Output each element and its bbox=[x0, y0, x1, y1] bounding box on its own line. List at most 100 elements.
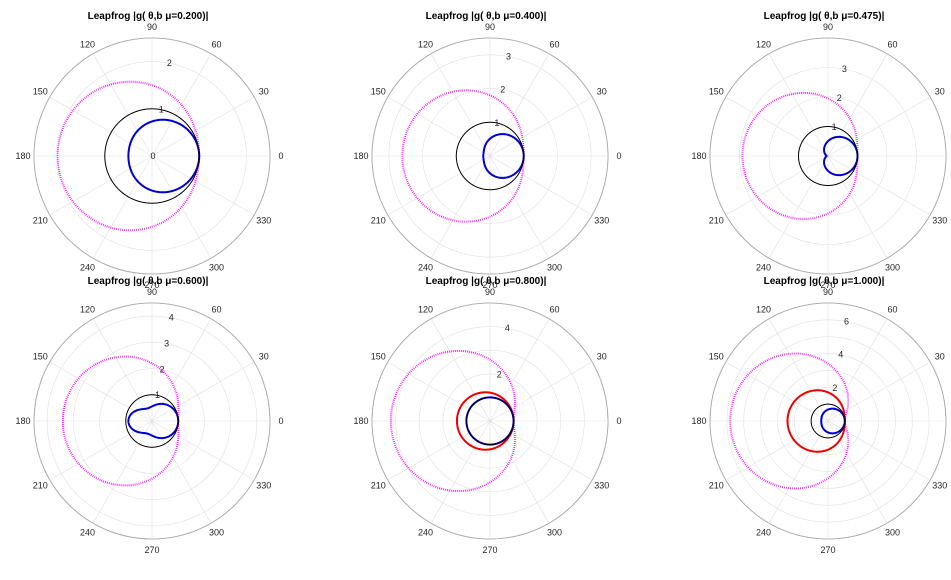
angle-tick-label: 300 bbox=[885, 528, 900, 538]
grid-spoke bbox=[489, 96, 593, 157]
angle-tick-label: 120 bbox=[756, 304, 771, 314]
polar-plot: Leapfrog |g( θ,b μ=0.600)| 0 30 60 90 120 150 1… bbox=[15, 276, 283, 555]
angle-tick-label: 180 bbox=[15, 416, 30, 426]
angle-tick-label: 300 bbox=[209, 263, 224, 273]
series-line bbox=[125, 394, 179, 448]
series-line bbox=[465, 396, 515, 446]
grid-spoke bbox=[768, 155, 829, 259]
angle-tick-label: 0 bbox=[616, 151, 621, 161]
angle-tick-label: 0 bbox=[616, 416, 621, 426]
angle-tick-label: 330 bbox=[594, 481, 609, 491]
angle-tick-label: 270 bbox=[144, 545, 159, 555]
radial-tick-label: 4 bbox=[505, 323, 510, 333]
angle-tick-label: 30 bbox=[259, 87, 269, 97]
series-line bbox=[56, 80, 201, 232]
angle-tick-label: 60 bbox=[549, 304, 559, 314]
angle-tick-label: 330 bbox=[256, 216, 271, 226]
angle-tick-label: 90 bbox=[823, 287, 833, 297]
angle-tick-label: 30 bbox=[935, 87, 945, 97]
angle-tick-label: 90 bbox=[147, 287, 157, 297]
angle-tick-label: 120 bbox=[418, 304, 433, 314]
grid-spoke bbox=[489, 420, 550, 524]
angle-tick-label: 120 bbox=[756, 39, 771, 49]
grid-spoke bbox=[92, 53, 153, 157]
series-line bbox=[127, 402, 180, 440]
angle-tick-label: 60 bbox=[211, 304, 221, 314]
angle-tick-label: 270 bbox=[820, 545, 835, 555]
radial-tick-label: 2 bbox=[837, 93, 842, 103]
angle-tick-label: 30 bbox=[259, 352, 269, 362]
radial-tick-label: 4 bbox=[169, 313, 174, 323]
grid-spoke bbox=[725, 361, 829, 422]
angle-tick-label: 30 bbox=[935, 352, 945, 362]
angle-tick-label: 240 bbox=[418, 528, 433, 538]
angle-tick-label: 60 bbox=[887, 304, 897, 314]
series-line bbox=[729, 352, 850, 490]
grid-spoke bbox=[489, 361, 593, 422]
grid-spoke bbox=[768, 318, 829, 422]
angle-tick-label: 240 bbox=[80, 528, 95, 538]
grid-spoke bbox=[151, 420, 255, 481]
grid-spoke bbox=[430, 318, 491, 422]
angle-tick-label: 180 bbox=[353, 416, 368, 426]
radial-tick-label: 3 bbox=[842, 64, 847, 74]
grid-spoke bbox=[768, 53, 829, 157]
angle-tick-label: 90 bbox=[485, 22, 495, 32]
grid-spoke bbox=[387, 155, 491, 216]
series-line bbox=[61, 355, 180, 487]
grid-spoke bbox=[430, 420, 491, 524]
polar-plot: Leapfrog |g( θ,b μ=1.000)|03060901201501… bbox=[691, 276, 947, 555]
angle-tick-label: 210 bbox=[33, 216, 48, 226]
angle-tick-label: 300 bbox=[547, 263, 562, 273]
plot-title: Leapfrog |g( θ,b μ=0.475)| bbox=[764, 11, 885, 22]
angle-tick-label: 30 bbox=[597, 352, 607, 362]
polar-plot: Leapfrog |g( θ,b μ=0.200)| 0 30 60 90 120 150 1… bbox=[15, 11, 283, 290]
grid-spoke bbox=[827, 155, 931, 216]
grid-spoke bbox=[151, 361, 255, 422]
radial-tick-label: 2 bbox=[167, 58, 172, 68]
angle-tick-label: 330 bbox=[256, 481, 271, 491]
series-line bbox=[455, 121, 525, 191]
series-line bbox=[482, 133, 525, 179]
grid-spoke bbox=[725, 420, 829, 481]
angle-tick-label: 210 bbox=[33, 481, 48, 491]
grid-spoke bbox=[489, 420, 593, 481]
grid-spoke bbox=[489, 155, 550, 259]
radial-tick-label: 3 bbox=[506, 51, 511, 61]
angle-tick-label: 240 bbox=[80, 263, 95, 273]
plot-title: Leapfrog |g( θ,b μ=0.200)| bbox=[88, 11, 209, 22]
grid-spoke bbox=[92, 420, 153, 524]
grid-spoke bbox=[489, 155, 593, 216]
angle-tick-label: 240 bbox=[418, 263, 433, 273]
radial-tick-label: 2 bbox=[500, 85, 505, 95]
angle-tick-label: 210 bbox=[709, 481, 724, 491]
grid-spoke bbox=[768, 420, 829, 524]
angle-tick-label: 90 bbox=[823, 22, 833, 32]
series-line bbox=[823, 135, 859, 177]
angle-tick-label: 330 bbox=[932, 216, 947, 226]
angle-tick-label: 150 bbox=[371, 352, 386, 362]
grid-spoke bbox=[489, 53, 550, 157]
series-line bbox=[104, 108, 200, 204]
angle-tick-label: 180 bbox=[353, 151, 368, 161]
series-line bbox=[798, 126, 858, 186]
angle-tick-label: 240 bbox=[756, 263, 771, 273]
grid-spoke bbox=[387, 96, 491, 157]
series-line bbox=[820, 407, 846, 435]
series-line bbox=[741, 91, 859, 221]
series-line bbox=[810, 403, 846, 439]
angle-tick-label: 150 bbox=[33, 352, 48, 362]
polar-plot: Leapfrog |g( θ,b μ=0.400)| 0 30 60 90 120 150 1… bbox=[353, 11, 621, 290]
angle-tick-label: 60 bbox=[549, 39, 559, 49]
angle-tick-label: 60 bbox=[887, 39, 897, 49]
plot-title: Leapfrog |g( θ,b μ=0.800)| bbox=[426, 276, 547, 287]
grid-spoke bbox=[430, 53, 491, 157]
angle-tick-label: 0 bbox=[278, 151, 283, 161]
grid-spoke bbox=[151, 53, 212, 157]
grid-spoke bbox=[49, 96, 153, 157]
angle-tick-label: 150 bbox=[709, 352, 724, 362]
grid-spoke bbox=[151, 155, 255, 216]
radial-tick-label: 2 bbox=[497, 370, 502, 380]
plot-title: Leapfrog |g( θ,b μ=1.000)| bbox=[764, 276, 885, 287]
grid-spoke bbox=[92, 318, 153, 422]
